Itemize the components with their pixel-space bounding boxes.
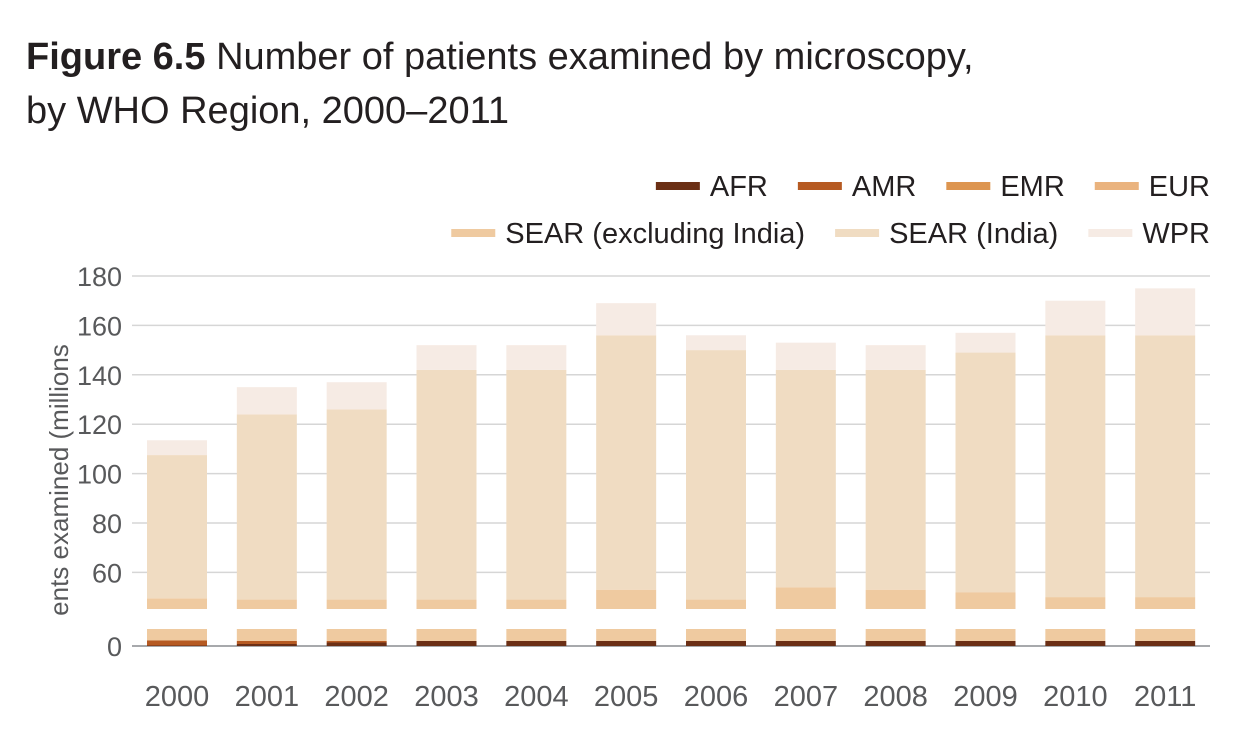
bar-segment	[596, 641, 657, 646]
y-tick-label: 140	[77, 361, 122, 391]
title-text-1: Number of patients examined by microscop…	[216, 36, 974, 78]
bar-segment	[236, 387, 297, 415]
bar-segment	[147, 440, 207, 456]
x-tick-label: 2009	[953, 681, 1018, 713]
legend-swatch	[1094, 182, 1139, 190]
bar-segment	[416, 369, 477, 600]
gridlines	[132, 275, 1210, 647]
legend-label: SEAR (excluding India)	[505, 218, 805, 250]
y-axis-label: ents examined (millions	[44, 344, 74, 616]
bar-segment	[1135, 288, 1196, 336]
x-tick-label: 2006	[684, 681, 749, 713]
bars	[132, 288, 1210, 646]
bar-segment	[955, 332, 1016, 353]
y-tick-label: 160	[77, 311, 122, 341]
bar-segment	[775, 369, 836, 588]
x-tick-label: 2008	[863, 681, 928, 713]
bar-segment	[865, 369, 926, 590]
title-line-2: by WHO Region, 2000–2011	[26, 90, 510, 132]
x-tick-label: 2010	[1043, 681, 1108, 713]
x-tick-label: 2007	[774, 681, 839, 713]
figure-label: Figure 6.5	[26, 36, 206, 78]
y-tick-label: 180	[77, 262, 122, 292]
bar-segment	[236, 641, 297, 644]
y-tick-label: 80	[92, 509, 122, 539]
legend-swatch	[797, 182, 842, 190]
bar-segment	[1135, 641, 1196, 646]
y-tick-label: 100	[77, 460, 122, 490]
legend: AFR AMR EMR EUR SEAR (excluding India) SEAR (…	[451, 171, 1210, 250]
bar-segment	[955, 352, 1016, 593]
legend-label: EMR	[1000, 171, 1064, 203]
bar-segment	[1045, 335, 1106, 598]
bar-segment	[416, 345, 477, 370]
x-tick-label: 2011	[1134, 681, 1196, 713]
bar-segment	[416, 641, 477, 646]
legend-swatch	[1088, 229, 1133, 237]
bar-segment	[1135, 335, 1196, 598]
bar-segment	[326, 641, 387, 643]
legend-label: AMR	[852, 171, 916, 203]
bar-segment	[865, 641, 926, 646]
legend-label: EUR	[1149, 171, 1210, 203]
y-tick-label: 60	[92, 558, 122, 588]
title-line-1: Figure 6.5 Number of patients examined b…	[26, 30, 1206, 84]
x-axis-ticks: 2000 2001 2002 2003 2004 2005 2006 2007 2008 2009…	[145, 681, 1197, 713]
bar-segment	[147, 645, 207, 646]
legend-swatch	[655, 182, 700, 190]
x-tick-label: 2002	[324, 681, 389, 713]
bar-segment	[775, 342, 836, 370]
bar-segment	[1045, 641, 1106, 646]
bar-segment	[596, 335, 657, 590]
legend-label: WPR	[1142, 218, 1210, 250]
bar-segment	[506, 641, 567, 646]
bar-segment	[506, 369, 567, 600]
x-tick-label: 2003	[414, 681, 479, 713]
chart-title: Figure 6.5 Number of patients examined b…	[26, 30, 1206, 138]
y-axis-ticks: 0 60 80 100 120 140 160 180	[77, 262, 122, 662]
bar-segment	[686, 350, 746, 600]
bar-segment	[955, 641, 1016, 646]
legend-swatch	[451, 229, 496, 237]
legend-label: SEAR (India)	[889, 218, 1058, 250]
x-tick-label: 2001	[235, 681, 300, 713]
x-tick-label: 2004	[504, 681, 569, 713]
x-tick-label: 2005	[594, 681, 659, 713]
axis-break	[132, 609, 1210, 629]
legend-label: AFR	[710, 171, 768, 203]
y-tick-label: 0	[107, 632, 122, 662]
bar-segment	[326, 409, 387, 600]
bar-segment	[596, 303, 657, 336]
bar-segment	[236, 414, 297, 600]
bar-segment	[686, 335, 746, 351]
bar-segment	[147, 455, 207, 599]
bar-segment	[686, 641, 746, 646]
legend-swatch	[835, 229, 880, 237]
bar-segment	[865, 345, 926, 370]
bar-segment	[326, 382, 387, 410]
bar-segment	[147, 640, 207, 646]
bar-segment	[236, 644, 297, 646]
legend-swatch	[946, 182, 991, 190]
bar-segment	[1045, 300, 1106, 336]
bar-segment	[326, 642, 387, 646]
bar-segment	[775, 641, 836, 646]
x-tick-label: 2000	[145, 681, 210, 713]
y-tick-label: 120	[77, 410, 122, 440]
bar-segment	[506, 345, 567, 370]
